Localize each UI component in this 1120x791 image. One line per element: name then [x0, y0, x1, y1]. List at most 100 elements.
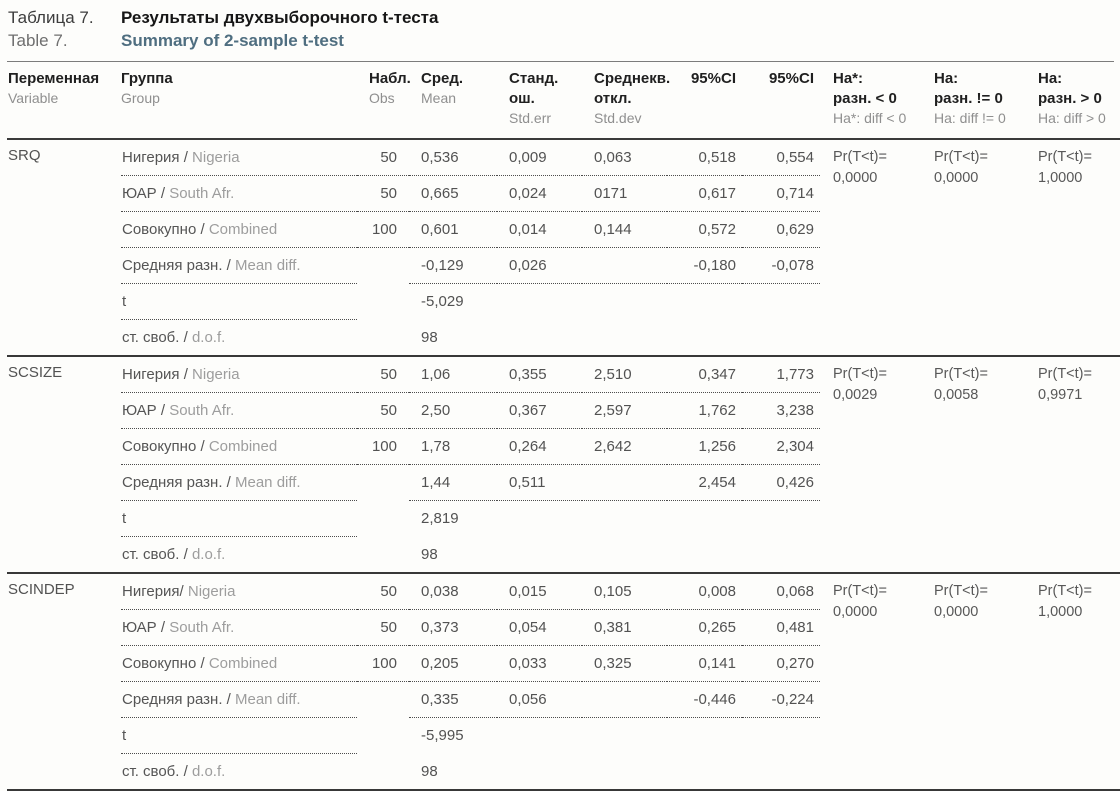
col-header-ha-greater: Ha: разн. > 0 Ha: diff > 0 — [1038, 70, 1106, 126]
table-number-ru: Таблица 7. — [8, 8, 94, 27]
stddev-value: 0,144 — [582, 211, 667, 248]
ha-value: 0,0000 — [833, 170, 878, 186]
col-header-obs: Набл. Obs — [369, 70, 411, 106]
table-row: SCINDEP Нигерия/ Nigeria 50 0,038 0,015 … — [7, 573, 1120, 620]
mean-value: 2,50 — [409, 392, 497, 429]
mean-value: 2,819 — [421, 510, 459, 528]
ha-value: 0,0029 — [833, 387, 878, 403]
ci-high-value: 0,481 — [742, 609, 820, 646]
stddev-value — [582, 284, 667, 320]
ha-value: 0,0000 — [934, 604, 979, 620]
col-header-stddev: Среднекв. откл. Std.dev — [594, 70, 671, 126]
ci-low-value — [667, 501, 742, 537]
mean-value: 1,78 — [409, 428, 497, 465]
obs-value: 50 — [357, 609, 409, 646]
ci-low-value — [667, 718, 742, 754]
group-cell: t — [121, 717, 357, 754]
ha-value: 0,9971 — [1038, 387, 1083, 403]
caption-line-en: Table 7. Summary of 2-sample t-test — [8, 29, 1114, 52]
table-row: ЮАР / South Afr. 50 0,373 0,054 0,381 0,… — [7, 609, 1120, 646]
mean-value: 0,038 — [409, 573, 497, 610]
obs-value — [357, 465, 409, 501]
stddev-value: 0,381 — [582, 609, 667, 646]
obs-value: 50 — [357, 139, 409, 176]
variable-name: SCSIZE — [8, 364, 63, 381]
col-header-variable: Переменная Variable — [8, 70, 100, 106]
ha-label: Pr(T<t)= — [833, 366, 887, 382]
ha-label: Pr(T<t)= — [934, 366, 988, 382]
stddev-value: 0,105 — [582, 573, 667, 610]
ci-low-value: 0,617 — [667, 175, 742, 212]
table-row: SCSIZE Нигерия / Nigeria 50 1,06 0,355 2… — [7, 356, 1120, 403]
ha-greater-cell: Pr(T<t)= 1,0000 — [1031, 573, 1120, 790]
variable-name: SCINDEP — [8, 581, 75, 598]
table-row: Совокупно / Combined 100 1,78 0,264 2,64… — [7, 428, 1120, 465]
ci-low-value: 1,256 — [667, 428, 742, 465]
ha-value: 1,0000 — [1038, 604, 1083, 620]
mean-value: -5,995 — [421, 727, 464, 745]
stddev-value — [582, 320, 667, 357]
group-cell: Нигерия/ Nigeria — [121, 573, 357, 610]
ci-high-value: 0,629 — [742, 211, 820, 248]
group-cell: Совокупно / Combined — [121, 428, 357, 465]
ha-label: Pr(T<t)= — [1038, 149, 1092, 165]
stddev-value: 2,510 — [582, 356, 667, 393]
ci-low-value — [667, 284, 742, 320]
stddev-value — [582, 718, 667, 754]
table-row: t -5,029 — [7, 283, 1120, 320]
col-header-ci-low: 95%CI — [690, 70, 736, 87]
ci-high-value — [742, 718, 820, 754]
obs-value: 50 — [357, 175, 409, 212]
ha-value: 0,0058 — [934, 387, 979, 403]
ci-low-value: -0,446 — [667, 681, 742, 718]
table-header: Переменная Variable Группа Group Набл. O… — [7, 62, 1120, 139]
ci-high-value: 0,270 — [742, 645, 820, 682]
group-cell: t — [121, 500, 357, 537]
ci-high-value: 0,714 — [742, 175, 820, 212]
group-cell: ст. своб. / d.o.f. — [122, 329, 226, 346]
col-header-ci-high: 95%CI — [768, 70, 814, 87]
mean-value: -0,129 — [409, 247, 497, 284]
variable-block-scsize: SCSIZE Нигерия / Nigeria 50 1,06 0,355 2… — [7, 356, 1120, 573]
ha-label: Pr(T<t)= — [833, 149, 887, 165]
stddev-value: 2,642 — [582, 428, 667, 465]
header-row: Переменная Variable Группа Group Набл. O… — [7, 62, 1120, 139]
obs-value — [357, 320, 409, 357]
group-cell: Совокупно / Combined — [121, 211, 357, 248]
ci-high-value — [742, 501, 820, 537]
table-title-ru: Результаты двухвыборочного t-теста — [121, 8, 439, 27]
mean-value: 1,06 — [409, 356, 497, 393]
table-caption: Таблица 7. Результаты двухвыборочного t-т… — [7, 4, 1114, 62]
stddev-value — [582, 537, 667, 574]
table-row: Совокупно / Combined 100 0,601 0,014 0,1… — [7, 211, 1120, 248]
mean-value: 98 — [421, 328, 438, 346]
obs-value: 100 — [357, 428, 409, 465]
results-table: Переменная Variable Группа Group Набл. O… — [7, 62, 1120, 791]
mean-value: -5,029 — [421, 293, 464, 311]
variable-block-srq: SRQ Нигерия / Nigeria 50 0,536 0,009 0,0… — [7, 139, 1120, 356]
stddev-value: 0,325 — [582, 645, 667, 682]
ci-high-value: 1,773 — [742, 356, 820, 393]
stddev-value: 0171 — [582, 175, 667, 212]
stderr-value — [497, 284, 582, 320]
ha-less-cell: Pr(T<t)= 0,0000 — [820, 139, 927, 356]
ci-low-value: 0,572 — [667, 211, 742, 248]
obs-value — [357, 537, 409, 574]
stddev-value — [582, 247, 667, 284]
obs-value: 100 — [357, 211, 409, 248]
ha-less-cell: Pr(T<t)= 0,0029 — [820, 356, 927, 573]
ci-low-value: -0,180 — [667, 247, 742, 284]
group-cell: Нигерия / Nigeria — [121, 139, 357, 176]
table-row: ст. своб. / d.o.f. 98 — [7, 320, 1120, 357]
mean-value: 0,536 — [409, 139, 497, 176]
ha-value: 0,0000 — [934, 170, 979, 186]
obs-value — [357, 248, 409, 284]
stddev-value — [582, 464, 667, 501]
stderr-value — [497, 537, 582, 574]
ha-greater-cell: Pr(T<t)= 0,9971 — [1031, 356, 1120, 573]
table-row: ЮАР / South Afr. 50 0,665 0,024 0171 0,6… — [7, 175, 1120, 212]
group-cell: Нигерия / Nigeria — [121, 356, 357, 393]
ci-high-value: 3,238 — [742, 392, 820, 429]
ci-low-value: 0,008 — [667, 573, 742, 610]
stderr-value — [497, 754, 582, 791]
